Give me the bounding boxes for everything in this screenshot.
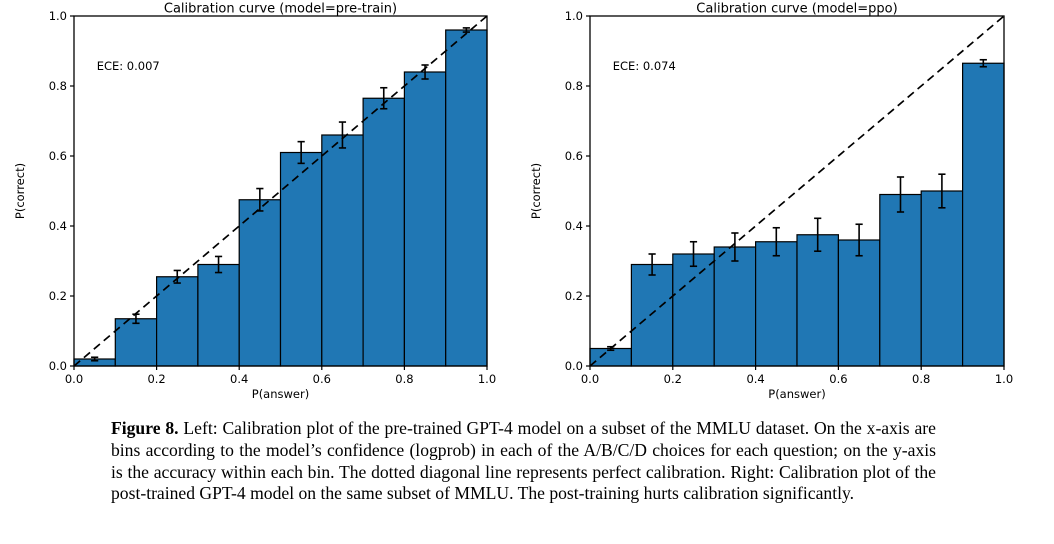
x-tick-label: 0.6 bbox=[313, 372, 331, 386]
y-tick-label: 0.4 bbox=[565, 219, 583, 233]
y-axis-label: P(correct) bbox=[529, 163, 543, 219]
x-tick-label: 0.2 bbox=[147, 372, 165, 386]
bar bbox=[589, 347, 633, 367]
x-tick-label: 1.0 bbox=[995, 372, 1013, 386]
x-tick-label: 0.8 bbox=[395, 372, 413, 386]
y-tick-label: 0.6 bbox=[565, 149, 583, 163]
bar bbox=[796, 234, 840, 367]
bar bbox=[879, 193, 922, 367]
figure-caption-label: Figure 8. bbox=[111, 418, 179, 438]
y-tick-label: 1.0 bbox=[565, 9, 583, 23]
bar bbox=[837, 239, 881, 367]
bar bbox=[630, 263, 674, 367]
bar bbox=[920, 190, 964, 367]
y-tick-label: 0.0 bbox=[565, 359, 583, 373]
y-tick-label: 0.4 bbox=[49, 219, 67, 233]
bar bbox=[279, 151, 323, 367]
bar bbox=[713, 246, 757, 367]
calibration-chart-pretrain: 0.0 0.2 0.4 0.6 0.8 1.0 0.0 0.2 0.4 0.6 0.8 1.0 Cali… bbox=[13, 2, 496, 402]
bar bbox=[962, 62, 1005, 367]
bar bbox=[156, 276, 199, 367]
x-tick-label: 0.6 bbox=[829, 372, 847, 386]
y-tick-label: 0.2 bbox=[49, 289, 67, 303]
bar bbox=[321, 134, 364, 367]
x-tick-label: 0.8 bbox=[912, 372, 930, 386]
x-tick-label: 0.0 bbox=[581, 372, 599, 386]
chart-title: Calibration curve (model=ppo) bbox=[696, 2, 897, 17]
figure-caption-text: Left: Calibration plot of the pre-traine… bbox=[111, 418, 936, 504]
y-tick-label: 0.8 bbox=[49, 79, 67, 93]
y-tick-label: 0.6 bbox=[49, 149, 67, 163]
figure-caption: Figure 8. Left: Calibration plot of the … bbox=[111, 418, 936, 505]
bar bbox=[445, 29, 488, 367]
x-axis-label: P(answer) bbox=[768, 387, 825, 401]
bar bbox=[114, 318, 158, 367]
x-axis-label: P(answer) bbox=[252, 387, 309, 401]
y-tick-label: 1.0 bbox=[49, 9, 67, 23]
y-tick-label: 0.0 bbox=[49, 359, 67, 373]
y-tick-label: 0.8 bbox=[565, 79, 583, 93]
bar bbox=[755, 241, 798, 367]
chart-title: Calibration curve (model=pre-train) bbox=[164, 2, 397, 17]
bar bbox=[197, 263, 240, 367]
y-tick-label: 0.2 bbox=[565, 289, 583, 303]
plot-border bbox=[73, 15, 488, 367]
ece-annotation: ECE: 0.074 bbox=[613, 59, 676, 73]
x-tick-label: 1.0 bbox=[478, 372, 496, 386]
bar bbox=[403, 71, 447, 367]
x-tick-label: 0.4 bbox=[746, 372, 764, 386]
bar bbox=[672, 253, 715, 367]
bar bbox=[238, 199, 282, 367]
ece-annotation: ECE: 0.007 bbox=[97, 59, 160, 73]
x-tick-label: 0.4 bbox=[230, 372, 248, 386]
bar bbox=[362, 97, 406, 367]
x-tick-label: 0.2 bbox=[664, 372, 682, 386]
calibration-chart-ppo: 0.0 0.2 0.4 0.6 0.8 1.0 0.0 0.2 0.4 0.6 0.8 1.0 Cali… bbox=[529, 2, 1013, 402]
x-tick-label: 0.0 bbox=[65, 372, 83, 386]
y-axis-label: P(correct) bbox=[13, 163, 27, 219]
plot-border bbox=[589, 15, 1005, 367]
